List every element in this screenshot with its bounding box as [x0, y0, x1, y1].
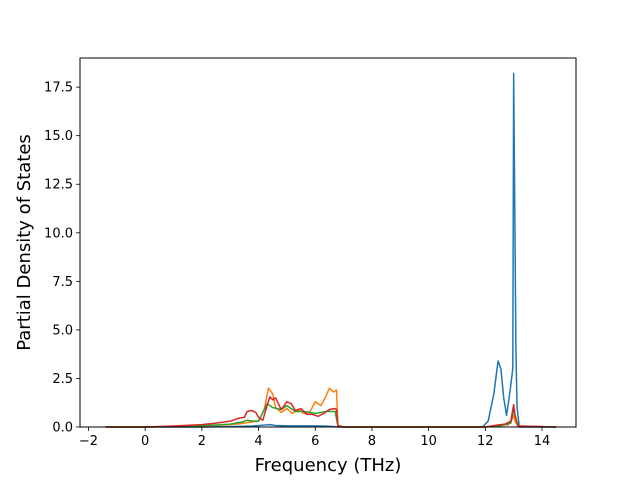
x-axis-label: Frequency (THz)	[255, 455, 402, 476]
y-tick-label: 0.0	[52, 421, 73, 436]
series-line-4	[105, 396, 557, 428]
x-tick-label: 8	[368, 434, 376, 449]
x-tick-label: 14	[534, 434, 551, 449]
y-tick-label: 17.5	[44, 81, 73, 96]
y-tick-label: 7.5	[52, 275, 73, 290]
y-tick-label: 5.0	[52, 323, 73, 338]
x-tick-label: 0	[141, 434, 149, 449]
x-tick-label: −2	[79, 434, 98, 449]
y-tick-label: 15.0	[44, 129, 73, 144]
x-tick-label: 4	[254, 434, 262, 449]
y-tick-label: 2.5	[52, 372, 73, 387]
x-tick-label: 2	[198, 434, 206, 449]
y-tick-label: 10.0	[44, 226, 73, 241]
x-tick-label: 12	[477, 434, 494, 449]
series-line-3	[105, 402, 557, 428]
x-tick-label: 10	[420, 434, 437, 449]
y-tick-label: 12.5	[44, 178, 73, 193]
plot-frame	[79, 57, 577, 428]
ticks-layer: −2 0 2 4 6 8 10 12 14 0.0 2.5 5.0 7.5 10.0 12.5 15.0 17.…	[44, 81, 550, 449]
plot-area	[80, 58, 576, 427]
y-axis-label: Partial Density of States	[14, 134, 35, 351]
x-tick-label: 6	[311, 434, 319, 449]
